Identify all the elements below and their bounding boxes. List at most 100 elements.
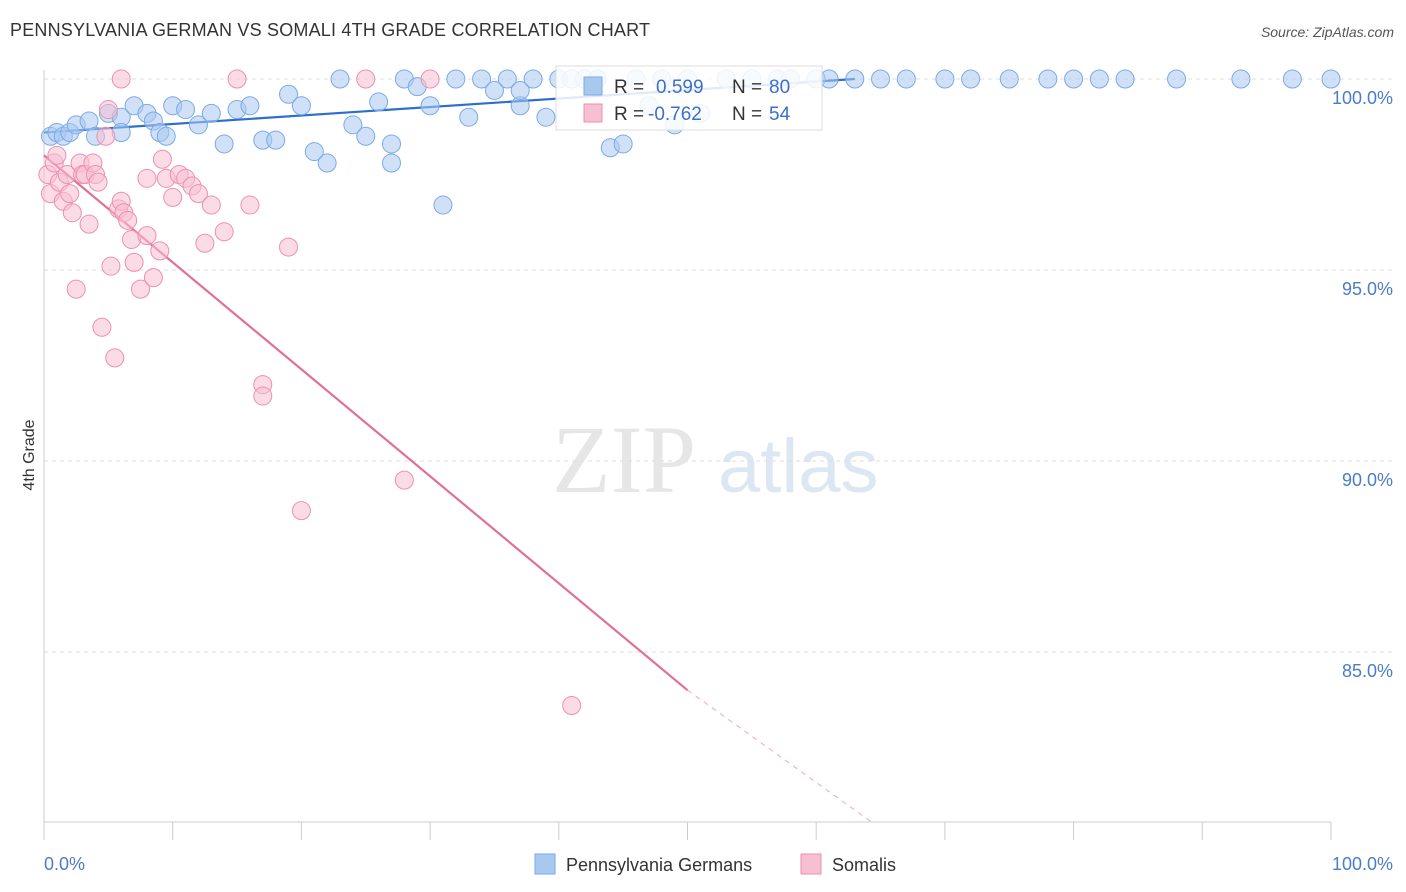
chart-source: Source: ZipAtlas.com bbox=[1260, 24, 1394, 40]
point-pennsylvania-germans-69 bbox=[961, 69, 981, 89]
point-pennsylvania-germans-26 bbox=[304, 142, 324, 162]
point-somalis-47 bbox=[356, 69, 376, 89]
point-somalis-42 bbox=[240, 195, 260, 215]
point-somalis-53 bbox=[152, 149, 172, 169]
point-somalis-8 bbox=[62, 203, 82, 223]
point-pennsylvania-germans-71 bbox=[1038, 69, 1058, 89]
point-somalis-29 bbox=[137, 168, 157, 188]
y-tick-label-90: 90.0% bbox=[1342, 470, 1393, 490]
stats-box: R = 0.599 N = 80 R = -0.762 N = 54 bbox=[555, 65, 823, 131]
point-somalis-21 bbox=[105, 348, 125, 368]
point-pennsylvania-germans-14 bbox=[156, 126, 176, 146]
point-somalis-27 bbox=[124, 252, 144, 272]
legend-label-pennsylvania-germans: Pennsylvania Germans bbox=[566, 855, 752, 875]
point-somalis-7 bbox=[60, 184, 80, 204]
point-somalis-49 bbox=[420, 69, 440, 89]
x-tick-label-max: 100.0% bbox=[1332, 854, 1393, 874]
watermark: ZIP atlas bbox=[552, 406, 879, 513]
point-somalis-20 bbox=[101, 256, 121, 276]
point-somalis-31 bbox=[150, 241, 170, 261]
point-pennsylvania-germans-68 bbox=[935, 69, 955, 89]
point-pennsylvania-germans-32 bbox=[381, 153, 401, 173]
legend-swatch-somalis bbox=[800, 853, 822, 875]
point-pennsylvania-germans-77 bbox=[1282, 69, 1302, 89]
point-pennsylvania-germans-78 bbox=[1321, 69, 1341, 89]
point-pennsylvania-germans-67 bbox=[896, 69, 916, 89]
point-pennsylvania-germans-28 bbox=[330, 69, 350, 89]
point-pennsylvania-germans-29 bbox=[343, 115, 363, 135]
stats-swatch-blue bbox=[583, 76, 603, 96]
point-somalis-9 bbox=[66, 279, 86, 299]
stats-r-label-pink: R = bbox=[614, 104, 644, 125]
point-pennsylvania-germans-37 bbox=[433, 195, 453, 215]
point-somalis-44 bbox=[253, 386, 273, 406]
point-pennsylvania-germans-27 bbox=[317, 153, 337, 173]
point-pennsylvania-germans-74 bbox=[1115, 69, 1135, 89]
y-tick-label-85: 85.0% bbox=[1342, 661, 1393, 681]
point-pennsylvania-germans-52 bbox=[613, 134, 633, 154]
point-somalis-17 bbox=[92, 317, 112, 337]
point-pennsylvania-germans-73 bbox=[1089, 69, 1109, 89]
point-somalis-33 bbox=[163, 187, 183, 207]
y-tick-label-95: 95.0% bbox=[1342, 279, 1393, 299]
point-somalis-13 bbox=[79, 214, 99, 234]
point-somalis-52 bbox=[137, 226, 157, 246]
point-pennsylvania-germans-21 bbox=[240, 96, 260, 116]
point-pennsylvania-germans-40 bbox=[472, 69, 492, 89]
point-somalis-41 bbox=[227, 69, 247, 89]
point-somalis-25 bbox=[118, 210, 138, 230]
point-pennsylvania-germans-66 bbox=[871, 69, 891, 89]
point-somalis-51 bbox=[111, 69, 131, 89]
point-somalis-37 bbox=[188, 184, 208, 204]
stats-n-value-pink: 54 bbox=[769, 104, 791, 125]
y-axis-label: 4th Grade bbox=[21, 419, 38, 490]
legend-swatch-pennsylvania-germans bbox=[534, 853, 556, 875]
watermark-atlas: atlas bbox=[718, 424, 879, 509]
point-pennsylvania-germans-39 bbox=[459, 107, 479, 127]
point-somalis-16 bbox=[88, 172, 108, 192]
point-pennsylvania-germans-45 bbox=[523, 69, 543, 89]
x-tick-label-min: 0.0% bbox=[44, 854, 85, 874]
point-somalis-28 bbox=[131, 279, 151, 299]
point-pennsylvania-germans-23 bbox=[266, 130, 286, 150]
point-pennsylvania-germans-38 bbox=[446, 69, 466, 89]
stats-r-value-pink: -0.762 bbox=[648, 104, 702, 125]
legend: Pennsylvania Germans Somalis bbox=[534, 853, 896, 875]
point-somalis-30 bbox=[143, 268, 163, 288]
watermark-zip: ZIP bbox=[552, 406, 696, 513]
point-pennsylvania-germans-25 bbox=[291, 96, 311, 116]
point-pennsylvania-germans-19 bbox=[214, 134, 234, 154]
point-somalis-50 bbox=[562, 695, 582, 715]
point-pennsylvania-germans-42 bbox=[497, 69, 517, 89]
grid bbox=[44, 78, 1394, 653]
stats-n-label-pink: N = bbox=[732, 104, 762, 125]
point-pennsylvania-germans-33 bbox=[381, 134, 401, 154]
point-somalis-39 bbox=[201, 195, 221, 215]
stats-r-label-blue: R = bbox=[614, 77, 644, 98]
point-pennsylvania-germans-65 bbox=[845, 69, 865, 89]
point-somalis-46 bbox=[291, 501, 311, 521]
stats-n-label-blue: N = bbox=[732, 77, 762, 98]
trend-line-somalis bbox=[43, 154, 689, 692]
chart-title: PENNSYLVANIA GERMAN VS SOMALI 4TH GRADE … bbox=[10, 20, 651, 40]
point-pennsylvania-germans-30 bbox=[356, 126, 376, 146]
point-pennsylvania-germans-16 bbox=[176, 100, 196, 120]
point-pennsylvania-germans-64 bbox=[819, 69, 839, 89]
point-pennsylvania-germans-24 bbox=[279, 84, 299, 104]
legend-label-somalis: Somalis bbox=[832, 855, 896, 875]
point-pennsylvania-germans-46 bbox=[536, 107, 556, 127]
point-pennsylvania-germans-18 bbox=[201, 103, 221, 123]
point-pennsylvania-germans-76 bbox=[1231, 69, 1251, 89]
point-pennsylvania-germans-36 bbox=[420, 96, 440, 116]
point-somalis-19 bbox=[98, 100, 118, 120]
data-points bbox=[38, 69, 1341, 715]
point-pennsylvania-germans-72 bbox=[1064, 69, 1084, 89]
stats-n-value-blue: 80 bbox=[769, 77, 790, 98]
point-pennsylvania-germans-44 bbox=[510, 80, 530, 100]
point-somalis-3 bbox=[47, 145, 67, 165]
point-somalis-38 bbox=[195, 233, 215, 253]
y-tick-label-100: 100.0% bbox=[1332, 88, 1393, 108]
point-pennsylvania-germans-70 bbox=[999, 69, 1019, 89]
point-pennsylvania-germans-75 bbox=[1167, 69, 1187, 89]
